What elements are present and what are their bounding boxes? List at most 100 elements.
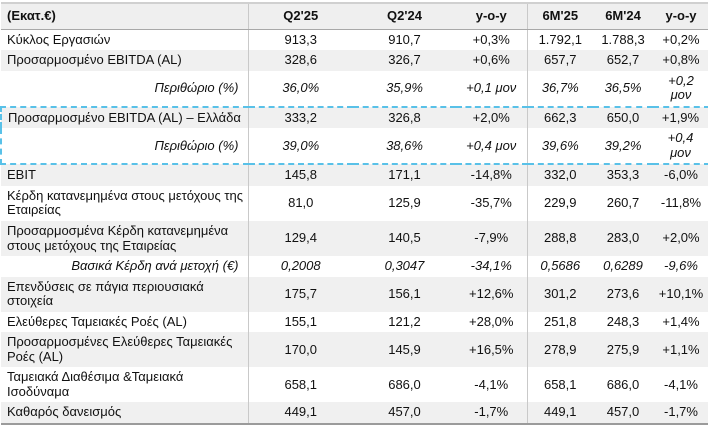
row-label: Προσαρμοσμένο EBITDA (AL) bbox=[1, 50, 249, 71]
table-cell: 251,8 bbox=[543, 313, 577, 329]
table-body: Κύκλος Εργασιών 913,3 910,7 +0,3% 1.792,1 1.7… bbox=[0, 29, 708, 425]
row-label: Ταμειακά Διαθέσιμα &Ταμειακά Ισοδύναμα bbox=[1, 367, 249, 403]
table-cell: 686,0 bbox=[606, 376, 640, 392]
table-cell: -4,1% bbox=[664, 376, 698, 392]
table-row: Προσαρμοσμένες Ελεύθερες Ταμειακές Ροές … bbox=[1, 332, 708, 368]
table-cell: 0,6289 bbox=[603, 258, 643, 274]
table-cell: 1.788,3 bbox=[601, 31, 645, 47]
table-cell: 0,2008 bbox=[280, 258, 321, 274]
table-cell: 229,9 bbox=[543, 195, 577, 211]
table-cell: 1.792,1 bbox=[538, 31, 582, 47]
table-cell: +0,3% bbox=[456, 29, 528, 51]
table-cell: 326,7 bbox=[353, 50, 456, 71]
table-cell: -1,7% bbox=[653, 402, 708, 425]
table-cell: 275,9 bbox=[593, 332, 653, 368]
table-cell: 650,0 bbox=[593, 105, 653, 129]
header-row: (Εκατ.€) Q2'25 Q2'24 y-o-y 6M'25 6M'24 y… bbox=[1, 3, 708, 30]
table-cell: +0,2 μον bbox=[668, 72, 694, 103]
table-cell: -9,6% bbox=[664, 258, 698, 274]
table-row: Προσαρμοσμένο EBITDA (AL) – Ελλάδα 333,2 3… bbox=[0, 105, 708, 129]
table-cell: 39,6% bbox=[527, 128, 593, 166]
table-row: Περιθώριο (%) 36,0% 35,9% +0,1 μον 36,7% 36,5… bbox=[1, 70, 708, 107]
table-cell: 129,4 bbox=[248, 221, 353, 257]
table-cell: 278,9 bbox=[527, 332, 593, 368]
table-row: Προσαρμοσμένα Κέρδη κατανεμημένα στους μ… bbox=[1, 221, 708, 257]
table-cell: +10,1% bbox=[653, 276, 708, 312]
column-header-yoy-quarter: y-o-y bbox=[456, 3, 528, 30]
row-label: Προσαρμοσμένο EBITDA (AL) – Ελλάδα bbox=[0, 105, 249, 129]
table-cell: 155,1 bbox=[284, 313, 318, 329]
table-cell: 145,9 bbox=[353, 332, 456, 368]
table-cell: +0,8% bbox=[653, 50, 708, 71]
table-cell: -1,7% bbox=[456, 402, 528, 425]
table-cell: -14,8% bbox=[456, 164, 528, 186]
row-label: Κύκλος Εργασιών bbox=[1, 29, 249, 51]
table-cell: +16,5% bbox=[456, 332, 528, 368]
table-row: Καθαρός δανεισμός 449,1 457,0 -1,7% 449,1 457… bbox=[1, 402, 708, 425]
table-cell: -7,9% bbox=[456, 221, 528, 257]
table-cell: 248,3 bbox=[606, 313, 640, 329]
table-cell: +1,1% bbox=[653, 332, 708, 368]
row-label: Καθαρός δανεισμός bbox=[1, 402, 249, 425]
table-cell: 39,0% bbox=[248, 128, 353, 166]
table-cell: 145,8 bbox=[248, 164, 353, 186]
table-cell: 170,0 bbox=[248, 332, 353, 368]
row-label: Βασικά Κέρδη ανά μετοχή (€) bbox=[1, 256, 249, 277]
table-cell: +1,4% bbox=[662, 313, 700, 329]
table-cell: 457,0 bbox=[593, 402, 653, 425]
table-cell: 658,1 bbox=[543, 376, 577, 392]
table-cell: 326,8 bbox=[353, 105, 456, 129]
table-row: Επενδύσεις σε πάγια περιουσιακά στοιχεία… bbox=[1, 276, 708, 312]
table-cell: +0,4 μον bbox=[653, 128, 708, 166]
table-cell: 457,0 bbox=[353, 402, 456, 425]
table-cell: 35,9% bbox=[386, 79, 423, 95]
table-cell: 662,3 bbox=[527, 105, 593, 129]
row-label: Προσαρμοσμένα Κέρδη κατανεμημένα στους μ… bbox=[1, 221, 249, 257]
table-cell: 301,2 bbox=[527, 276, 593, 312]
unit-header: (Εκατ.€) bbox=[1, 3, 249, 30]
table-cell: 910,7 bbox=[388, 31, 421, 47]
table-cell: 652,7 bbox=[593, 50, 653, 71]
table-cell: +2,0% bbox=[456, 105, 528, 129]
column-header-6m-24: 6M'24 bbox=[593, 3, 653, 30]
table-cell: +0,6% bbox=[456, 50, 528, 71]
row-label: Προσαρμοσμένες Ελεύθερες Ταμειακές Ροές … bbox=[1, 332, 249, 368]
table-cell: 81,0 bbox=[288, 195, 314, 211]
table-cell: 332,0 bbox=[527, 164, 593, 186]
column-header-6m-25: 6M'25 bbox=[527, 3, 593, 30]
table-cell: +0,4 μον bbox=[456, 128, 528, 166]
table-header: (Εκατ.€) Q2'25 Q2'24 y-o-y 6M'25 6M'24 y… bbox=[1, 3, 708, 30]
table-row: Περιθώριο (%) 39,0% 38,6% +0,4 μον 39,6% 39,2… bbox=[0, 128, 708, 166]
table-cell: +0,2% bbox=[662, 31, 700, 47]
table-cell: -11,8% bbox=[660, 195, 702, 211]
table-cell: -6,0% bbox=[653, 164, 708, 186]
table-cell: +0,1 μον bbox=[456, 70, 528, 107]
table-cell: +28,0% bbox=[456, 311, 528, 333]
table-cell: 686,0 bbox=[388, 376, 421, 392]
column-header-q2-24: Q2'24 bbox=[353, 3, 456, 30]
table-cell: 175,7 bbox=[248, 276, 353, 312]
table-cell: 156,1 bbox=[353, 276, 456, 312]
row-label: EBIT bbox=[1, 164, 249, 186]
column-header-yoy-halfyear: y-o-y bbox=[653, 3, 708, 30]
table-cell: 0,5686 bbox=[540, 258, 581, 274]
table-cell: 333,2 bbox=[248, 105, 353, 129]
row-label: Περιθώριο (%) bbox=[0, 128, 249, 166]
table-cell: 125,9 bbox=[388, 195, 421, 211]
row-label: Επενδύσεις σε πάγια περιουσιακά στοιχεία bbox=[1, 276, 249, 312]
table-cell: 36,0% bbox=[282, 79, 320, 95]
table-row: Κέρδη κατανεμημένα στους μετόχους της Ετ… bbox=[1, 185, 708, 222]
table-row: EBIT 145,8 171,1 -14,8% 332,0 353,3 -6,0% bbox=[1, 164, 708, 186]
table-cell: +1,9% bbox=[653, 105, 708, 129]
row-label: Ελεύθερες Ταμειακές Ροές (AL) bbox=[1, 311, 249, 333]
table-cell: 121,2 bbox=[388, 313, 421, 329]
table-cell: 283,0 bbox=[593, 221, 653, 257]
table-cell: 0,3047 bbox=[384, 258, 425, 274]
table-cell: 657,7 bbox=[527, 50, 593, 71]
table-row: Βασικά Κέρδη ανά μετοχή (€) 0,2008 0,3047 -… bbox=[1, 256, 708, 277]
table-cell: 288,8 bbox=[527, 221, 593, 257]
table-row: Ελεύθερες Ταμειακές Ροές (AL) 155,1 121,2 +… bbox=[1, 311, 708, 333]
table-cell: 260,7 bbox=[606, 195, 640, 211]
